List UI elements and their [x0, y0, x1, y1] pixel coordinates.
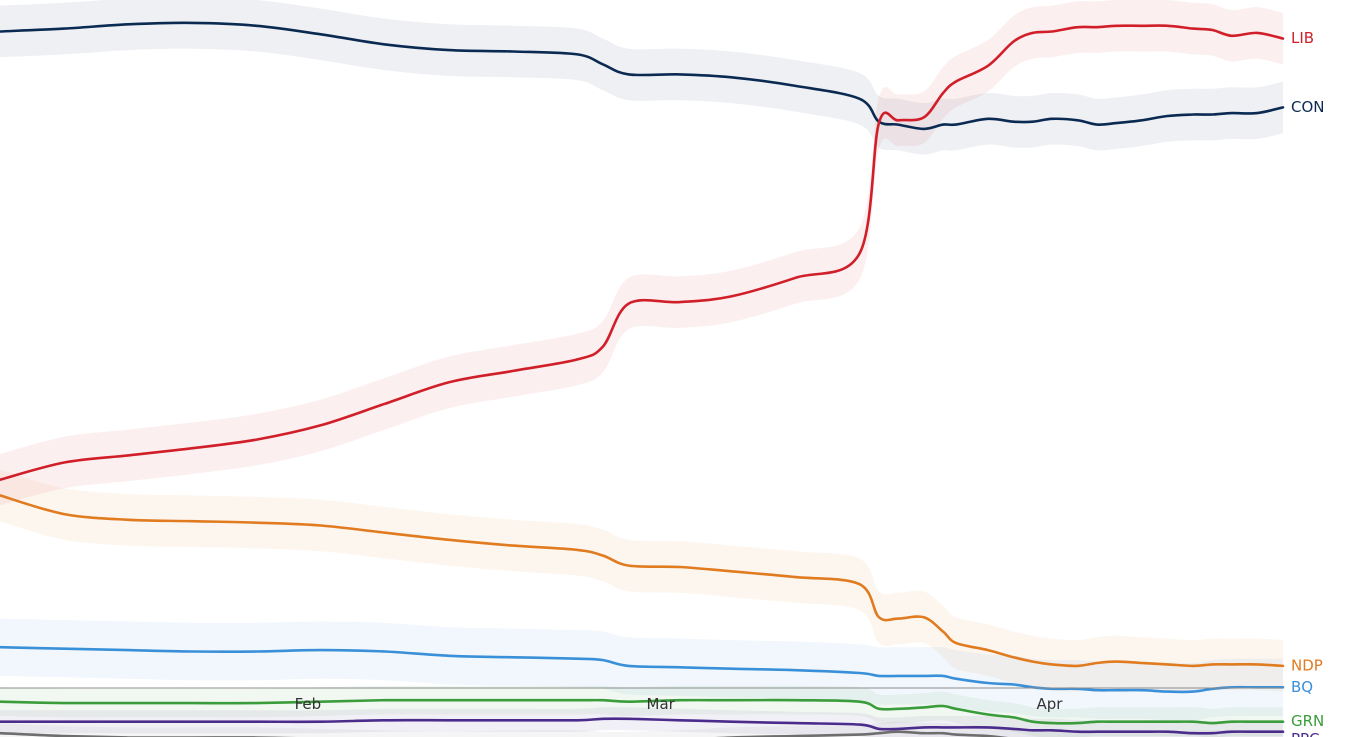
series-end-labels: CONLIBNDPBQGRNPPCOTH — [1291, 29, 1325, 737]
uncertainty-bands — [0, 0, 1283, 737]
band-bq — [0, 618, 1283, 721]
x-tick-feb: Feb — [295, 695, 322, 713]
line-bq — [0, 645, 1285, 694]
line-ppc — [0, 717, 1285, 735]
label-bq: BQ — [1291, 678, 1313, 696]
band-ppc — [0, 707, 1283, 737]
series-lines — [0, 21, 1285, 737]
x-tick-apr: Apr — [1037, 695, 1064, 713]
label-ndp: NDP — [1291, 656, 1323, 674]
line-ndp — [0, 494, 1285, 668]
line-con — [0, 21, 1285, 131]
label-lib: LIB — [1291, 29, 1314, 47]
label-con: CON — [1291, 98, 1325, 116]
line-oth — [0, 730, 1009, 737]
band-grn — [0, 685, 1283, 737]
line-lib — [0, 24, 1285, 481]
x-axis-ticks: Feb Mar Apr — [295, 695, 1064, 713]
band-oth — [0, 721, 1283, 737]
line-grn — [0, 698, 1285, 725]
label-ppc: PPC — [1291, 730, 1320, 737]
x-tick-mar: Mar — [647, 695, 676, 713]
band-con — [0, 0, 1283, 155]
label-grn: GRN — [1291, 712, 1324, 730]
